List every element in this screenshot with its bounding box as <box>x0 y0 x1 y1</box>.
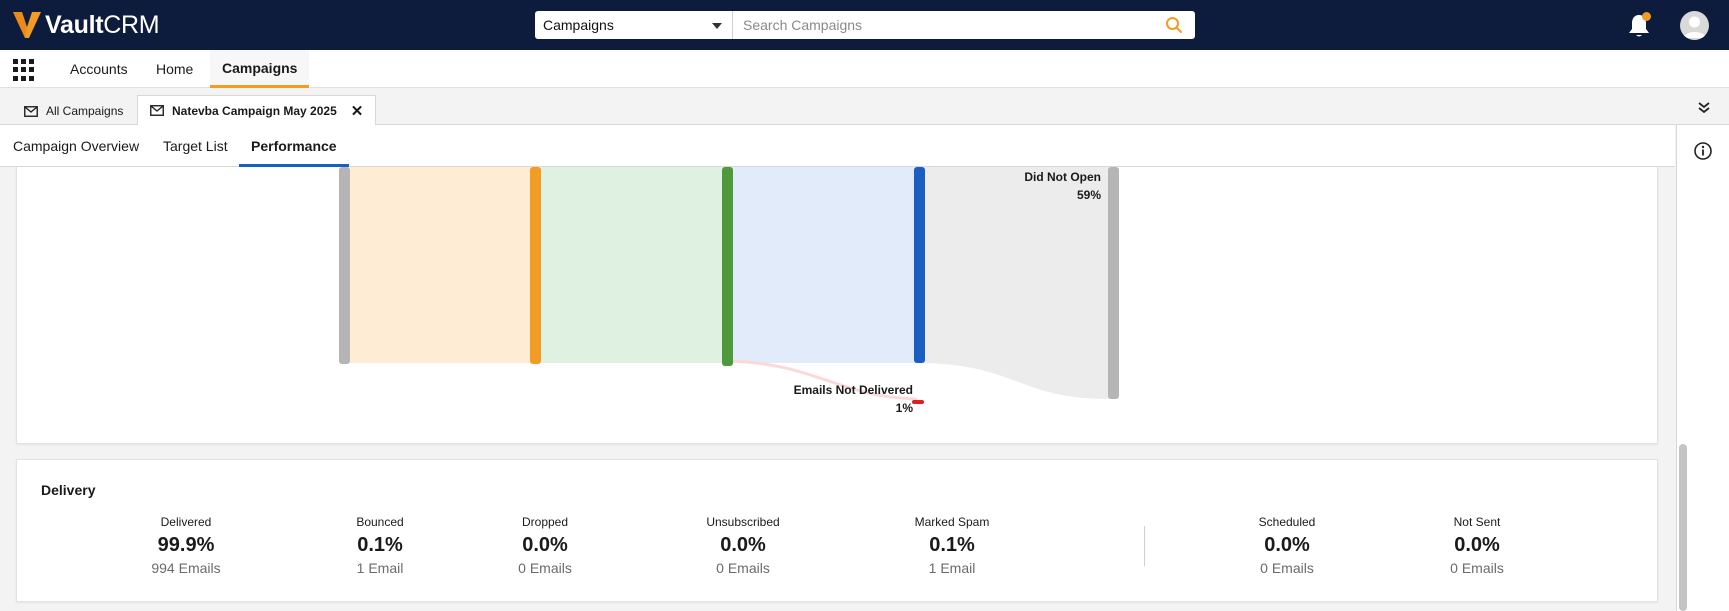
tab-label: All Campaigns <box>46 104 124 118</box>
sankey-card: Did Not Open 59% Emails Not Delivered 1% <box>16 167 1658 444</box>
sankey-flow-opened-clicked <box>733 167 925 363</box>
sankey-diagram <box>339 167 1119 404</box>
tab-all-campaigns[interactable]: All Campaigns <box>12 96 135 126</box>
metric-count: 1 Email <box>356 560 404 576</box>
search-scope-value: Campaigns <box>543 17 614 33</box>
logo-brand: Vault <box>45 10 104 39</box>
metric-scheduled: Scheduled 0.0% 0 Emails <box>1207 515 1367 576</box>
metric-value: 0.1% <box>357 534 403 556</box>
did-not-open-label: Did Not Open 59% <box>1001 168 1101 204</box>
double-chevron-down-icon[interactable] <box>1697 101 1711 115</box>
sankey-flow-not-delivered <box>726 359 918 401</box>
vault-crm-logo[interactable]: VaultCRM <box>12 8 160 42</box>
sankey-node-sent <box>339 167 350 364</box>
metric-marked-spam: Marked Spam 0.1% 1 Email <box>872 515 1032 576</box>
envelope-icon <box>150 105 164 116</box>
metric-value: 99.9% <box>157 534 215 556</box>
info-icon[interactable] <box>1693 141 1713 161</box>
sankey-node-clicked <box>914 167 925 363</box>
sankey-node-opened <box>722 167 733 366</box>
top-header: VaultCRM Campaigns <box>0 0 1729 50</box>
sankey-flow-did-not-open <box>915 167 1109 399</box>
tab-target-list[interactable]: Target List <box>163 138 228 154</box>
metric-value: 0.1% <box>929 534 975 556</box>
metric-count: 0 Emails <box>1260 560 1314 576</box>
tab-natevba-campaign[interactable]: Natevba Campaign May 2025 ✕ <box>137 95 377 126</box>
metric-count: 1 Email <box>928 560 976 576</box>
metric-label: Marked Spam <box>914 515 990 529</box>
metric-label: Dropped <box>521 515 569 529</box>
metric-divider <box>1144 526 1145 566</box>
metric-count: 0 Emails <box>518 560 572 576</box>
nav-item-campaigns[interactable]: Campaigns <box>210 50 310 88</box>
metric-label: Not Sent <box>1453 515 1501 529</box>
metric-bounced: Bounced 0.1% 1 Email <box>300 515 460 576</box>
app-launcher-icon[interactable] <box>13 59 35 81</box>
metric-count: 0 Emails <box>1450 560 1504 576</box>
user-avatar[interactable] <box>1680 11 1709 40</box>
metric-value: 0.0% <box>1454 534 1500 556</box>
metric-value: 0.0% <box>522 534 568 556</box>
nav-item-home[interactable]: Home <box>156 61 194 77</box>
metric-value: 0.0% <box>1264 534 1310 556</box>
not-delivered-title: Emails Not Delivered <box>793 383 913 397</box>
search-input[interactable] <box>733 11 1195 39</box>
not-delivered-label: Emails Not Delivered 1% <box>747 381 913 417</box>
metric-count: 0 Emails <box>716 560 770 576</box>
metric-label: Unsubscribed <box>706 515 780 529</box>
delivery-title: Delivery <box>41 482 96 498</box>
page-scrollbar[interactable] <box>1679 444 1687 611</box>
sankey-flow-delivered-opened <box>541 167 733 363</box>
sankey-flow-sent-delivered <box>350 167 542 363</box>
sankey-node-did-not-open <box>1108 167 1119 399</box>
metric-value: 0.0% <box>720 534 766 556</box>
record-tab-bar: Campaign Overview Target List Performanc… <box>0 125 1675 167</box>
search-icon[interactable] <box>1165 16 1183 34</box>
tab-label: Natevba Campaign May 2025 <box>172 103 337 118</box>
metric-delivered: Delivered 99.9% 994 Emails <box>106 515 266 576</box>
metric-label: Bounced <box>356 515 404 529</box>
did-not-open-percent: 59% <box>1076 188 1101 202</box>
performance-content: Did Not Open 59% Emails Not Delivered 1%… <box>0 167 1675 611</box>
caret-down-icon <box>712 23 722 29</box>
metric-label: Delivered <box>160 515 212 529</box>
logo-product: CRM <box>103 10 160 39</box>
vault-v-icon <box>13 12 41 38</box>
tab-campaign-overview[interactable]: Campaign Overview <box>13 138 140 154</box>
main-nav: Accounts Home Campaigns <box>0 50 1729 88</box>
sankey-node-delivered <box>530 167 541 364</box>
object-tab-bar: All Campaigns Natevba Campaign May 2025 … <box>0 88 1729 126</box>
did-not-open-title: Did Not Open <box>1024 170 1101 184</box>
delivery-card: Delivery Delivered 99.9% 994 Emails Boun… <box>16 459 1658 602</box>
logo-text: VaultCRM <box>45 10 160 40</box>
metric-label: Scheduled <box>1258 515 1316 529</box>
metric-dropped: Dropped 0.0% 0 Emails <box>465 515 625 576</box>
notification-badge <box>1642 12 1651 21</box>
global-search: Campaigns <box>535 11 1195 39</box>
metric-not-sent: Not Sent 0.0% 0 Emails <box>1397 515 1557 576</box>
sankey-node-not-delivered <box>912 400 924 404</box>
metric-unsubscribed: Unsubscribed 0.0% 0 Emails <box>663 515 823 576</box>
envelope-icon <box>24 105 38 117</box>
search-scope-select[interactable]: Campaigns <box>535 11 733 39</box>
not-delivered-percent: 1% <box>895 401 913 415</box>
tab-performance[interactable]: Performance <box>239 125 349 167</box>
metric-count: 994 Emails <box>151 560 221 576</box>
user-icon <box>1683 16 1706 38</box>
close-tab-icon[interactable]: ✕ <box>350 102 364 120</box>
nav-item-accounts[interactable]: Accounts <box>70 61 128 77</box>
